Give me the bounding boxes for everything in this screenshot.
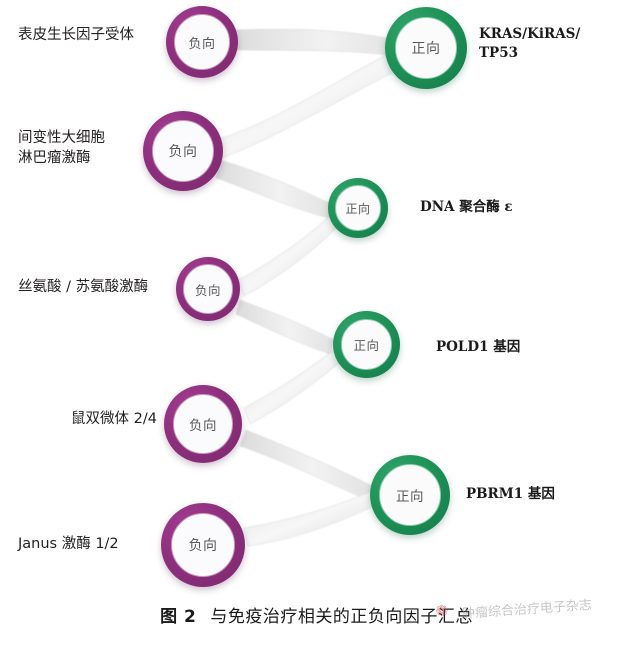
connector-ribbons [215, 29, 399, 547]
label-negative-egfr: 表皮生长因子受体 [18, 27, 134, 43]
node-positive-pole[interactable]: 正向 [328, 178, 388, 238]
node-ring-inner [379, 464, 441, 526]
node-ring-inner [335, 185, 381, 231]
node-negative-alk[interactable]: 负向 [143, 111, 223, 191]
node-ring-inner [174, 14, 230, 70]
node-ring-inner [183, 264, 233, 314]
figure-caption-number: 图 2 [160, 607, 197, 627]
node-negative-mdm[interactable]: 负向 [164, 385, 242, 463]
label-positive-kras: KRAS/KiRAS/ TP53 [479, 26, 581, 61]
node-label-negative: 负向 [188, 538, 218, 554]
node-label-negative: 负向 [194, 282, 221, 298]
node-negative-jak[interactable]: 负向 [161, 503, 245, 587]
node-label-positive: 正向 [411, 41, 441, 57]
node-label-negative: 负向 [168, 144, 198, 160]
node-negative-egfr[interactable]: 负向 [166, 6, 238, 78]
node-ring-inner [395, 17, 457, 79]
label-positive-pbrm1: PBRM1 基因 [466, 486, 555, 502]
node-label-negative: 负向 [189, 418, 217, 434]
node-label-positive: 正向 [396, 489, 424, 505]
node-ring-inner [173, 394, 233, 454]
node-label-positive: 正向 [353, 338, 380, 353]
label-positive-pold1: POLD1 基因 [436, 339, 521, 355]
node-ring-inner [171, 513, 235, 577]
figure-caption: 图 2 与免疫治疗相关的正负向因子汇总 [0, 602, 633, 627]
node-label-positive: 正向 [345, 201, 371, 216]
label-negative-jak: Janus 激酶 1/2 [18, 536, 119, 552]
node-positive-pold1[interactable]: 正向 [333, 311, 400, 378]
node-positive-pbrm1[interactable]: 正向 [370, 455, 450, 535]
node-label-negative: 负向 [188, 36, 216, 52]
label-negative-mdm: 鼠双微体 2/4 [71, 411, 157, 427]
node-ring-inner [341, 319, 392, 370]
node-positive-kras[interactable]: 正向 [385, 7, 467, 89]
label-positive-pole: DNA 聚合酶 ε [420, 199, 513, 215]
figure-caption-text: 与免疫治疗相关的正负向因子汇总 [210, 607, 473, 627]
label-negative-alk: 间变性大细胞 淋巴瘤激酶 [18, 130, 105, 166]
node-ring-inner [152, 120, 214, 182]
node-negative-stk[interactable]: 负向 [176, 257, 240, 321]
label-negative-stk: 丝氨酸 / 苏氨酸激酶 [18, 279, 149, 295]
